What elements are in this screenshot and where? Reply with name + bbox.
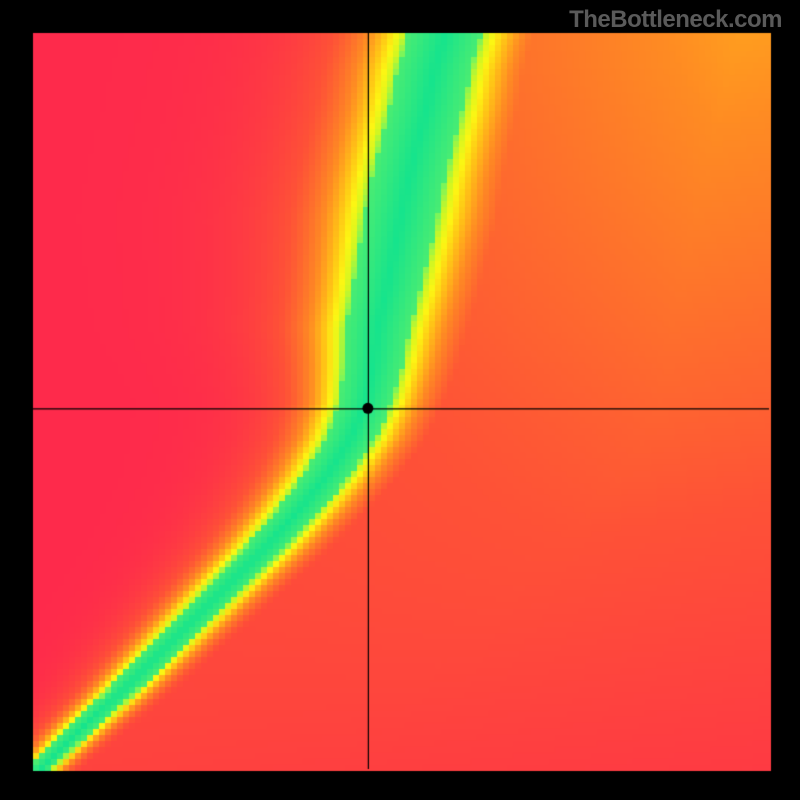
heatmap-canvas <box>0 0 800 800</box>
watermark-text: TheBottleneck.com <box>569 6 782 34</box>
chart-container: TheBottleneck.com <box>0 0 800 800</box>
